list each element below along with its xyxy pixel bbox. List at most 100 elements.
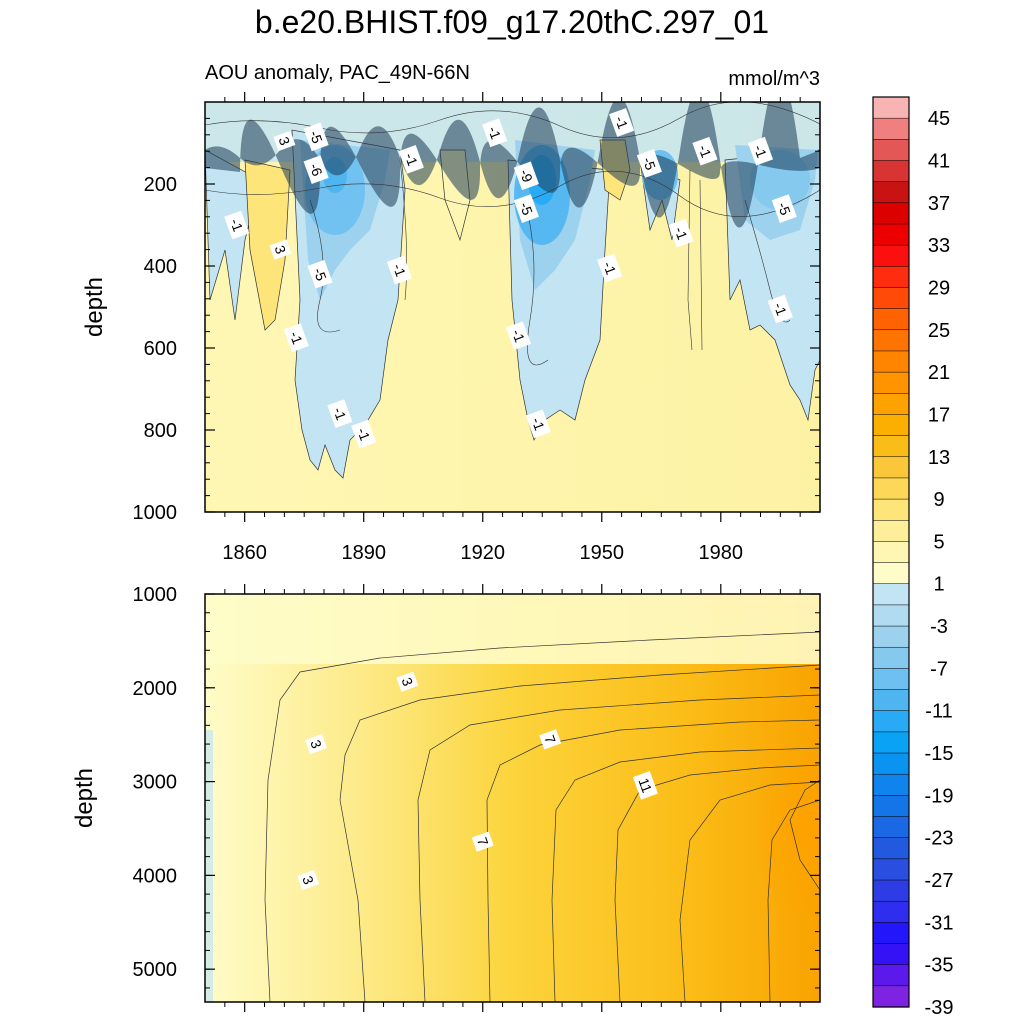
colorbar-swatch — [872, 181, 910, 204]
contour-label: -1 — [283, 323, 309, 353]
y-tick-label: 2000 — [133, 678, 178, 700]
contour-label: -5 — [513, 194, 539, 223]
contour-label: -5 — [303, 122, 329, 152]
contour-label-text: -1 — [402, 151, 421, 168]
y-tick-label: 5000 — [133, 959, 178, 981]
lower-y-axis-title: depth — [71, 768, 98, 828]
x-tick-label: 1890 — [341, 542, 386, 564]
colorbar-swatch — [872, 858, 910, 881]
contour-label-box — [398, 145, 424, 174]
colorbar-label: 33 — [928, 235, 950, 257]
contour-label-box — [609, 108, 635, 137]
colorbar-swatch — [872, 604, 910, 627]
colorbar-swatch — [872, 943, 910, 966]
contour-label-box — [539, 729, 562, 750]
contour-label-box — [771, 194, 797, 223]
upper-axis-ticks: 200 400 600 800 1000 1860 1890 1920 1950 1980 — [133, 92, 820, 564]
colorbar-swatch — [872, 350, 910, 373]
contour-label-text: -1 — [509, 327, 528, 344]
contour-label-text: -1 — [695, 143, 714, 160]
colorbar-swatch — [872, 287, 910, 310]
colorbar-swatch — [872, 96, 910, 119]
contour-label-text: 11 — [635, 776, 655, 795]
contour-label-text: -5 — [775, 200, 794, 217]
contour-label-box — [513, 194, 539, 223]
colorbar-swatch — [872, 223, 910, 246]
colorbar-frame — [872, 96, 910, 1008]
colorbar-label: 45 — [928, 108, 950, 130]
colorbar-swatch — [872, 964, 910, 987]
colorbar-swatch — [872, 160, 910, 183]
x-tick-label: 1920 — [460, 542, 505, 564]
contour-label-box — [351, 419, 377, 449]
upper-panel: 200 400 600 800 1000 1860 1890 1920 1950 1980 3 -5… — [81, 92, 821, 564]
y-tick-label: 4000 — [133, 865, 178, 887]
y-tick-label: 1000 — [133, 584, 178, 606]
upper-frame — [204, 101, 821, 513]
colorbar-label: 21 — [928, 362, 950, 384]
colorbar-label: -15 — [925, 743, 954, 765]
colorbar-label: -39 — [925, 997, 954, 1019]
y-tick-label: 600 — [144, 338, 177, 360]
colorbar-swatch — [872, 202, 910, 225]
colorbar-swatch — [872, 583, 910, 606]
contour-label-box — [283, 323, 309, 353]
colorbar-swatch — [872, 900, 910, 923]
colorbar-label: 41 — [928, 150, 950, 172]
contour-label-text: -1 — [390, 262, 409, 279]
colorbar-swatch — [872, 668, 910, 691]
contour-label: -6 — [303, 155, 329, 185]
colorbar-label: -23 — [925, 828, 954, 850]
contour-label: -5 — [307, 259, 333, 289]
contour-label: -1 — [386, 255, 412, 285]
contour-label-box — [505, 321, 532, 351]
contour-label-box — [273, 130, 296, 152]
contour-label: -5 — [771, 194, 797, 223]
contour-label-box — [224, 210, 250, 240]
colorbar-swatch — [872, 710, 910, 733]
units-label: mmol/m^3 — [728, 68, 820, 90]
colorbar-swatch — [872, 139, 910, 162]
colorbar-label: -35 — [925, 955, 954, 977]
colorbar-swatch — [872, 371, 910, 394]
thermocline-band — [205, 102, 820, 228]
contour-label-box — [692, 136, 718, 166]
contour-label: -5 — [636, 149, 662, 178]
contour-label-box — [269, 239, 292, 260]
colorbar-swatch — [872, 329, 910, 352]
contour-label-box — [597, 253, 623, 283]
contour-label-text: -1 — [529, 415, 548, 432]
contour-label-box — [482, 118, 508, 148]
colorbar-label: -19 — [925, 785, 954, 807]
contour-label: 3 — [273, 130, 296, 152]
colorbar-swatch — [872, 773, 910, 796]
lower-field — [205, 594, 820, 1002]
contour-label-box — [636, 149, 662, 178]
colorbar-swatch — [872, 562, 910, 585]
contour-label-text: -5 — [640, 155, 659, 172]
colorbar-label: -7 — [930, 658, 948, 680]
lower-frame — [204, 593, 821, 1003]
contour-label-box — [327, 399, 353, 428]
colorbar-swatch — [872, 520, 910, 542]
contour-label-text: -1 — [287, 329, 306, 346]
colorbar-swatch — [872, 625, 910, 648]
colorbar-swatch — [872, 922, 910, 945]
upper-contour-labels: 3 -5 -6 -1 3 -5 -1 -1 -1 -1 -1 -1 -9 -5 -1 -1 -1 -1 -5 -1 -1… — [224, 108, 797, 449]
colorbar-swatch — [872, 414, 910, 437]
contour-label-box — [386, 255, 412, 285]
contour-label-box — [747, 136, 774, 166]
colorbar-swatch — [872, 456, 910, 479]
y-tick-label: 400 — [144, 256, 177, 278]
contour-label-text: -6 — [306, 161, 325, 178]
contour-label-text: -1 — [600, 259, 619, 276]
colorbar-label: 9 — [933, 489, 944, 511]
colorbar-label: -11 — [925, 701, 952, 723]
colorbar-swatch — [872, 541, 910, 564]
contour-label: 7 — [471, 831, 494, 852]
contour-label-box — [525, 409, 551, 439]
upper-y-axis-title: depth — [81, 277, 108, 337]
colorbar-swatch — [872, 752, 910, 775]
colorbar-label: 29 — [928, 277, 950, 299]
colorbar-swatch — [872, 435, 910, 458]
